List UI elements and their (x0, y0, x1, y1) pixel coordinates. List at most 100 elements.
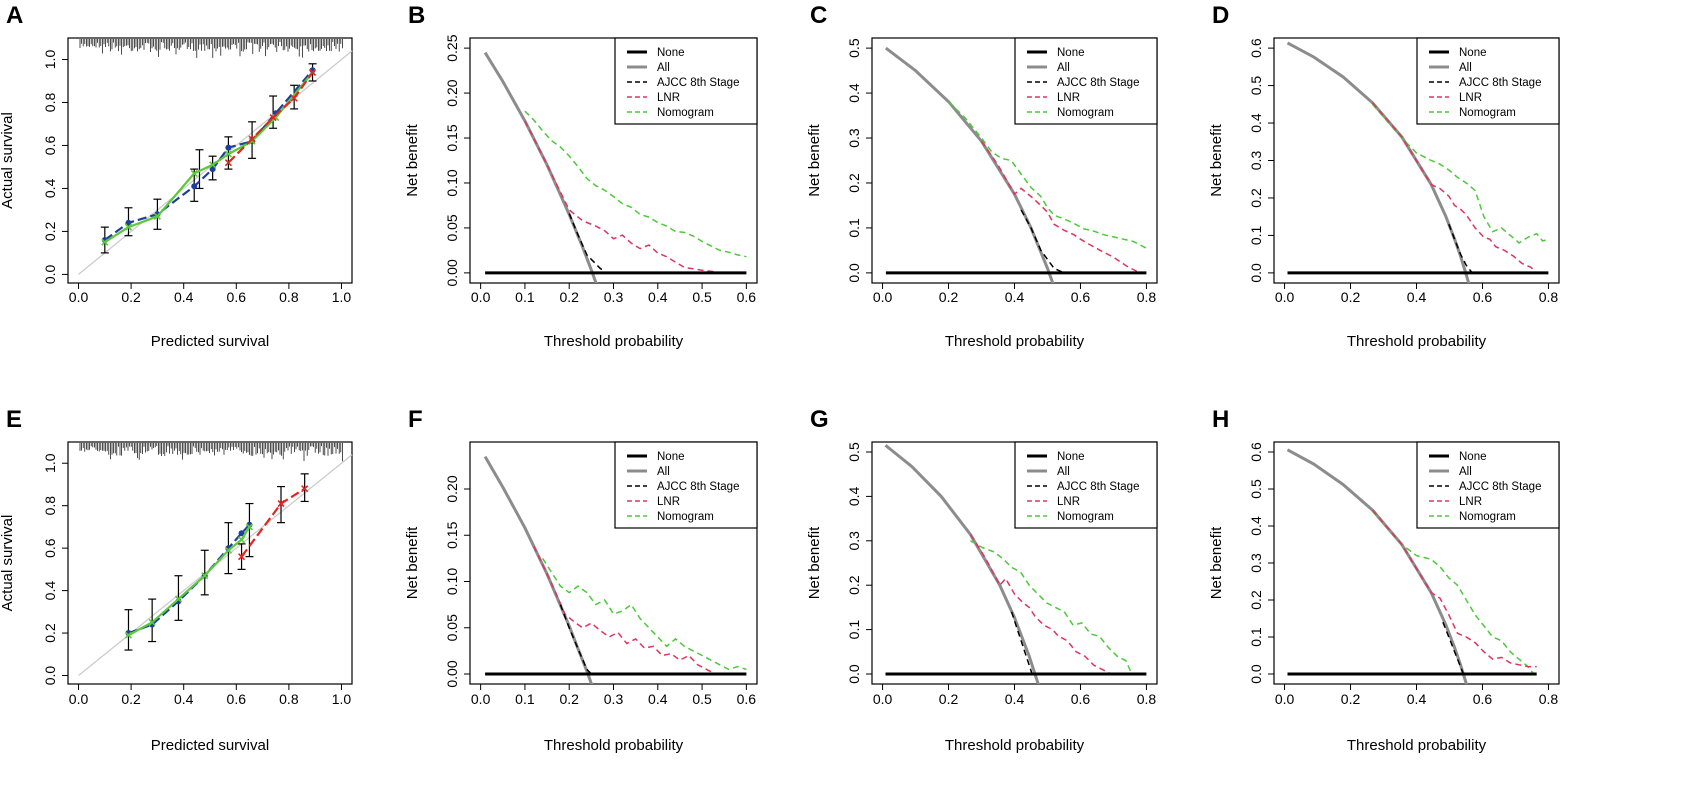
panel-label: B (408, 2, 425, 29)
dca-line-nomogram (524, 110, 747, 258)
x-tick-label: 0.6 (1473, 289, 1493, 305)
calibration-point (124, 223, 133, 231)
y-tick-label: 0.2 (42, 221, 58, 241)
legend: None All AJCC 8th Stage LNR Nomogram (1014, 441, 1158, 529)
y-tick-label: 0.00 (444, 660, 460, 687)
x-tick-label: 0.3 (604, 289, 624, 305)
x-axis-label: Threshold probability (544, 333, 684, 350)
calibration-point (191, 183, 198, 190)
dca-line-nomogram (1371, 103, 1549, 244)
x-tick-label: 0.4 (1407, 289, 1427, 305)
legend-label: LNR (657, 496, 680, 508)
y-tick-label: 1.0 (42, 453, 58, 473)
x-tick-label: 0.1 (515, 289, 535, 305)
panel-a: A 0.0 0.2 0.4 0.6 0.8 1.0 0.0 0.2 0.4 0.6 0.8 1.0 Pre… (0, 2, 353, 350)
x-tick-label: 0.1 (515, 691, 535, 707)
calibration-point (238, 530, 245, 537)
x-tick-label: 0.6 (737, 289, 757, 305)
x-tick-label: 0.6 (227, 289, 247, 305)
x-tick-label: 0.2 (939, 289, 959, 305)
x-tick-label: 1.0 (332, 691, 352, 707)
x-axis-label: Predicted survival (151, 737, 269, 754)
y-tick-label: 0.6 (1248, 442, 1264, 462)
dca-line-ajcc-8th-stage (568, 213, 605, 272)
y-tick-label: 0.15 (444, 124, 460, 151)
x-tick-label: 0.4 (1005, 691, 1025, 707)
dca-line-nomogram (541, 557, 747, 671)
calibration-point (201, 572, 209, 580)
calibration-point (277, 499, 285, 508)
panel-e: E 0.0 0.2 0.4 0.6 0.8 1.0 0.0 0.2 0.4 0.6 0.8 1.0 Pre… (0, 406, 353, 754)
legend-label: LNR (1057, 92, 1080, 104)
x-tick-label: 0.6 (1071, 289, 1091, 305)
x-tick-label: 0.0 (873, 691, 893, 707)
dca-line-nomogram (970, 540, 1133, 675)
legend-label: Nomogram (657, 511, 714, 523)
panel-h: H 0.0 0.2 0.4 0.6 0.8 0.0 0.1 0.2 0.3 0.4 0.5 0.6 Thr… (1208, 406, 1560, 754)
x-tick-label: 0.0 (69, 691, 89, 707)
calibration-point (248, 137, 256, 145)
plot-frame (67, 37, 353, 284)
x-tick-label: 0.2 (939, 691, 959, 707)
dca-line-lnr (1371, 102, 1538, 274)
x-tick-label: 0.5 (692, 289, 712, 305)
panel-f: F 0.0 0.1 0.2 0.3 0.4 0.5 0.6 0.00 0.05 0.10 0.15 0.… (404, 406, 758, 754)
x-tick-label: 0.4 (648, 289, 668, 305)
plot-frame (67, 441, 353, 685)
calibration-point (224, 546, 232, 554)
calibration-point (290, 94, 298, 102)
calibration-line-blue (128, 524, 251, 635)
calibration-point (153, 212, 161, 220)
dca-line-all (483, 455, 594, 684)
x-tick-label: 0.0 (873, 289, 893, 305)
y-tick-label: 0.0 (1248, 664, 1264, 684)
prediction-rug (79, 39, 343, 58)
x-tick-label: 0.6 (227, 691, 247, 707)
prediction-rug (79, 443, 343, 462)
legend-label: Nomogram (1057, 511, 1114, 523)
x-tick-label: 0.4 (648, 691, 668, 707)
calibration-point (237, 536, 246, 544)
panel-label: G (810, 406, 829, 433)
y-tick-label: 0.2 (846, 575, 862, 595)
y-axis-label: Net benefit (806, 526, 823, 599)
legend: None All AJCC 8th Stage LNR Nomogram (1416, 37, 1560, 125)
y-tick-label: 0.05 (444, 214, 460, 241)
x-axis-label: Threshold probability (1347, 333, 1487, 350)
y-tick-label: 0.8 (42, 496, 58, 516)
panel-label: D (1212, 2, 1229, 29)
x-tick-label: 0.4 (174, 691, 194, 707)
y-tick-label: 1.0 (42, 50, 58, 70)
dca-line-lnr (524, 120, 725, 274)
legend-label: AJCC 8th Stage (1459, 77, 1541, 89)
y-tick-label: 0.0 (846, 664, 862, 684)
dca-line-ajcc-8th-stage (1442, 621, 1465, 675)
legend-label: None (657, 451, 685, 463)
legend-label: All (1459, 62, 1472, 74)
y-tick-label: 0.6 (1248, 38, 1264, 58)
y-tick-label: 0.3 (846, 531, 862, 551)
calibration-point (101, 238, 109, 246)
x-axis-label: Threshold probability (945, 333, 1085, 350)
x-tick-label: 0.0 (471, 289, 491, 305)
panel-c: C 0.0 0.2 0.4 0.6 0.8 0.0 0.1 0.2 0.3 0.4 0.5 Thresh… (806, 2, 1158, 350)
y-tick-label: 0.2 (846, 173, 862, 193)
legend-label: None (1459, 47, 1487, 59)
x-tick-label: 0.2 (121, 289, 141, 305)
calibration-point (301, 485, 309, 493)
panel-label: E (6, 406, 22, 433)
x-tick-label: 0.0 (1275, 691, 1295, 707)
legend-label: Nomogram (1459, 107, 1516, 119)
x-tick-label: 0.0 (1275, 289, 1295, 305)
y-tick-label: 0.4 (1248, 516, 1264, 536)
y-tick-label: 0.4 (846, 486, 862, 506)
legend: None All AJCC 8th Stage LNR Nomogram (1014, 37, 1158, 125)
legend-label: All (1459, 466, 1472, 478)
calibration-point (269, 113, 277, 122)
calibration-point (225, 144, 232, 151)
x-tick-label: 0.8 (1137, 289, 1157, 305)
dca-line-lnr (969, 534, 1112, 675)
calibration-point (224, 159, 232, 167)
legend-label: None (1057, 451, 1085, 463)
